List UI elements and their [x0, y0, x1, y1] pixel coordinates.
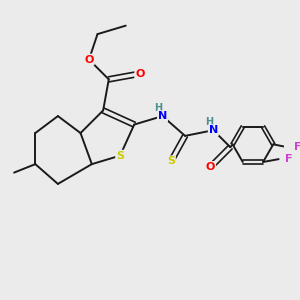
Text: S: S: [167, 156, 175, 166]
Text: H: H: [154, 103, 162, 113]
Text: O: O: [135, 69, 145, 79]
Text: N: N: [209, 125, 218, 135]
Text: O: O: [84, 55, 94, 64]
Text: F: F: [285, 154, 292, 164]
Text: O: O: [206, 162, 215, 172]
Text: F: F: [294, 142, 300, 152]
Text: S: S: [116, 151, 124, 161]
Text: N: N: [158, 111, 167, 121]
Text: H: H: [205, 117, 213, 127]
